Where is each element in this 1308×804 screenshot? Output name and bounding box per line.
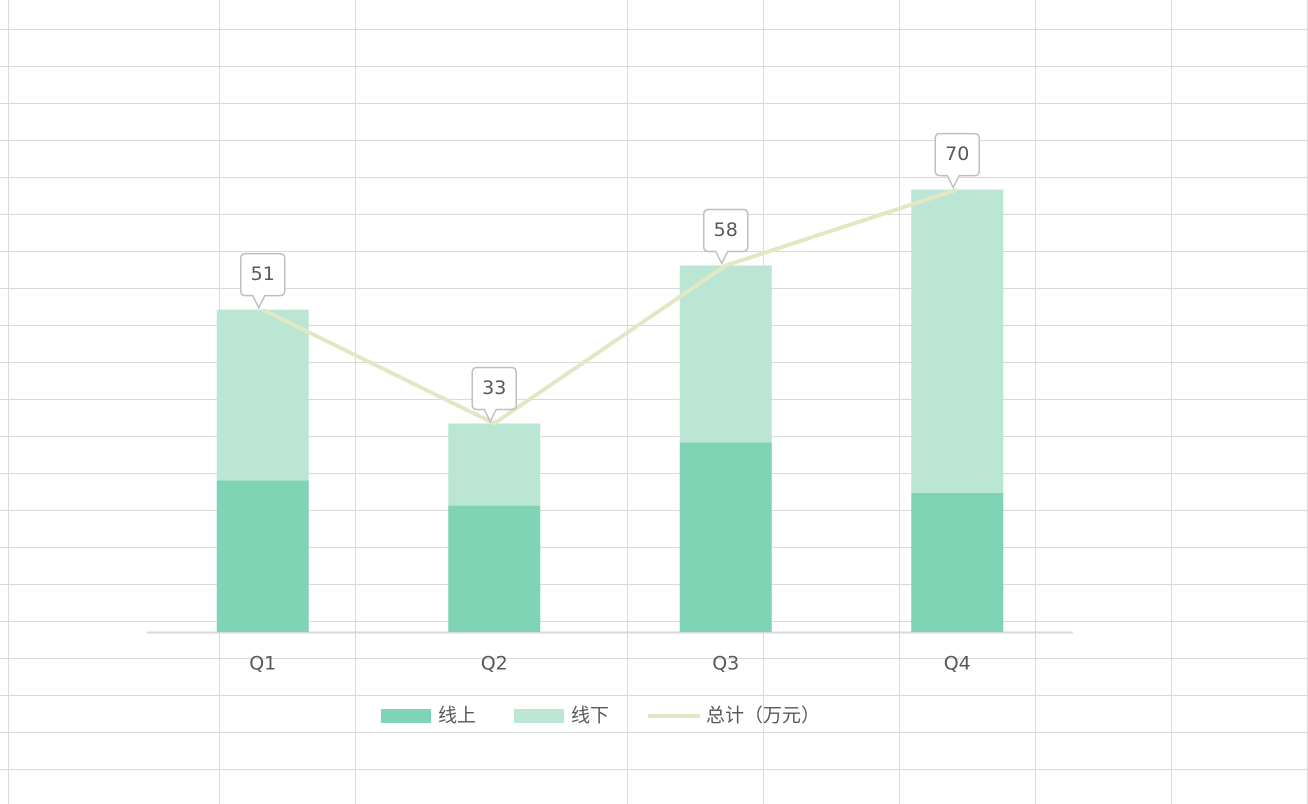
x-tick-label: Q4 xyxy=(944,653,971,675)
bar-segment xyxy=(448,423,541,506)
legend-swatch xyxy=(514,709,564,723)
bar-segment xyxy=(679,442,772,632)
data-label-callout xyxy=(934,132,980,190)
legend-label: 线上 xyxy=(438,705,476,727)
bar-segment xyxy=(216,480,309,632)
bar-segment xyxy=(448,505,541,632)
legend-label: 线下 xyxy=(571,705,609,727)
bar-segment xyxy=(911,189,1004,493)
bar-segment xyxy=(911,492,1004,632)
legend-swatch xyxy=(381,709,431,723)
legend-label: 总计（万元） xyxy=(706,705,820,727)
data-label: 33 xyxy=(482,377,506,399)
data-label-callout xyxy=(471,366,517,424)
x-tick-label: Q3 xyxy=(712,653,739,675)
x-tick-label: Q1 xyxy=(249,653,276,675)
data-label-callout xyxy=(240,252,286,310)
x-tick-label: Q2 xyxy=(481,653,508,675)
data-label: 58 xyxy=(714,219,738,241)
total-line xyxy=(261,187,958,426)
data-label: 51 xyxy=(251,263,275,285)
data-label: 70 xyxy=(945,143,969,165)
bar-segment xyxy=(679,265,772,443)
bar-segment xyxy=(216,309,309,481)
data-label-callout xyxy=(703,208,749,266)
